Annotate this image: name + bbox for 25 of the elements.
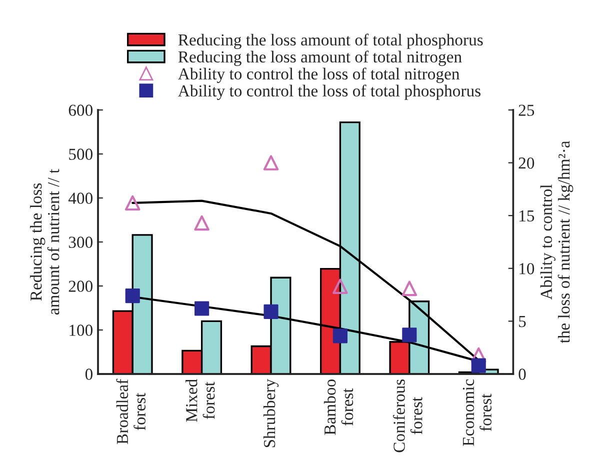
y2-axis-title: Ability to control the loss of nutrient // kg/hm²·a <box>540 140 574 344</box>
y2-tick-label: 15 <box>520 210 534 222</box>
x-tick-label: Economic forest <box>462 379 492 446</box>
y-tick-label: 400 <box>68 192 93 204</box>
legend-label: Ability to control the loss of total phosphorus <box>178 84 480 100</box>
y-tick-label: 0 <box>85 368 93 380</box>
y-tick-label: 200 <box>68 280 93 292</box>
x-tick-label: Bamboo forest <box>324 379 354 435</box>
y-tick-label: 300 <box>68 236 93 248</box>
y2-tick-label: 20 <box>518 157 534 169</box>
x-tick-label: Coniferous forest <box>392 379 422 452</box>
x-tick-label: Shrubbery <box>263 378 279 448</box>
y2-tick-label: 25 <box>518 104 534 116</box>
x-tick-label: Broadleaf forest <box>116 378 146 444</box>
legend-label: Ability to control the loss of total nitrogen <box>178 68 460 83</box>
legend-label: Reducing the loss amount of total nitrogen <box>178 50 462 66</box>
y-axis-title: Reducing the loss amount of nutrient // t <box>30 168 60 315</box>
y-tick-label: 500 <box>69 148 93 160</box>
y-tick-label: 100 <box>70 324 93 336</box>
legend-label: Reducing the loss amount of total phosphorus <box>178 34 483 49</box>
y2-tick-label: 5 <box>519 316 526 328</box>
y2-tick-label: 0 <box>518 368 526 380</box>
y-tick-label: 600 <box>68 104 93 116</box>
y2-tick-label: 10 <box>520 263 534 274</box>
x-tick-label: Mixed forest <box>186 379 215 422</box>
